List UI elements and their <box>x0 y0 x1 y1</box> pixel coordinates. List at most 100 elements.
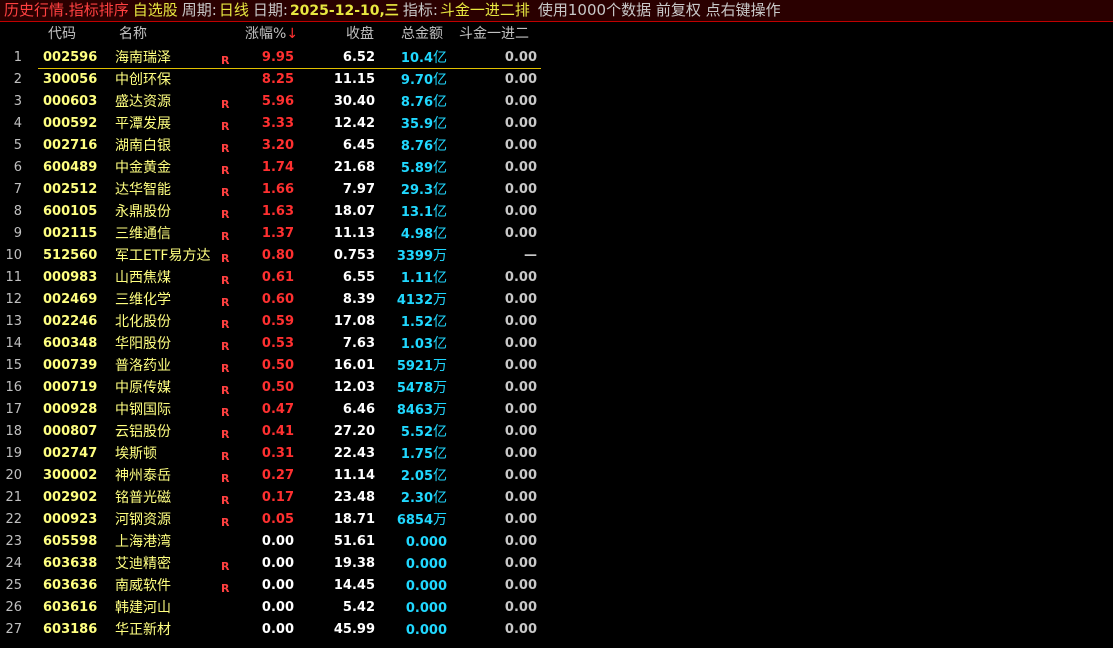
row-index: 25 <box>5 578 22 593</box>
table-row[interactable]: 22 000923 河钢资源 R 0.05 18.71 6854万 0.00 <box>0 509 545 531</box>
change-pct: 0.00 <box>261 622 294 637</box>
financing-marker: R <box>221 120 230 133</box>
table-row[interactable]: 17 000928 中钢国际 R 0.47 6.46 8463万 0.00 <box>0 399 545 421</box>
financing-marker: R <box>221 54 230 67</box>
col-header-name[interactable]: 名称 <box>119 26 147 42</box>
stock-name: 南威软件 <box>115 578 171 594</box>
total-amount: 0.000 <box>406 553 447 576</box>
total-amount: 2.30亿 <box>401 487 447 510</box>
table-row[interactable]: 8 600105 永鼎股份 R 1.63 18.07 13.1亿 0.00 <box>0 201 545 223</box>
indicator-value: 0.00 <box>504 622 537 637</box>
stock-name: 神州泰岳 <box>115 468 171 484</box>
row-index: 8 <box>13 204 22 219</box>
table-row[interactable]: 23 605598 上海港湾 0.00 51.61 0.000 0.00 <box>0 531 545 553</box>
amount-value: 5478 <box>396 381 433 396</box>
total-amount: 5.52亿 <box>401 421 447 444</box>
change-pct: 0.61 <box>261 270 294 285</box>
stock-code: 002596 <box>43 50 98 65</box>
indicator-value: 0.00 <box>504 182 537 197</box>
table-row[interactable]: 24 603638 艾迪精密 R 0.00 19.38 0.000 0.00 <box>0 553 545 575</box>
table-row[interactable]: 25 603636 南威软件 R 0.00 14.45 0.000 0.00 <box>0 575 545 597</box>
row-index: 26 <box>5 600 22 615</box>
table-row[interactable]: 26 603616 韩建河山 0.00 5.42 0.000 0.00 <box>0 597 545 619</box>
col-header-amount[interactable]: 总金额 <box>401 26 443 42</box>
amount-value: 5.89 <box>400 161 433 176</box>
close-price: 11.13 <box>333 226 375 241</box>
stock-code: 000603 <box>43 94 98 109</box>
stock-code: 603616 <box>43 600 98 615</box>
table-row[interactable]: 7 002512 达华智能 R 1.66 7.97 29.3亿 0.00 <box>0 179 545 201</box>
financing-marker: R <box>221 450 230 463</box>
indicator-value: 0.00 <box>504 490 537 505</box>
close-price: 21.68 <box>333 160 375 175</box>
col-header-change[interactable]: 涨幅%↓ <box>245 24 298 44</box>
mode-title: 历史行情.指标排序 <box>4 1 129 19</box>
table-row[interactable]: 3 000603 盛达资源 R 5.96 30.40 8.76亿 0.00 <box>0 91 545 113</box>
table-row[interactable]: 18 000807 云铝股份 R 0.41 27.20 5.52亿 0.00 <box>0 421 545 443</box>
table-row[interactable]: 4 000592 平潭发展 R 3.33 12.42 35.9亿 0.00 <box>0 113 545 135</box>
row-index: 7 <box>13 182 22 197</box>
amount-unit: 万 <box>433 402 447 418</box>
period-value[interactable]: 日线 <box>218 1 249 19</box>
financing-marker: R <box>221 142 230 155</box>
table-row[interactable]: 1 002596 海南瑞泽 R 9.95 6.52 10.4亿 0.00 <box>0 47 545 69</box>
close-price: 19.38 <box>333 556 375 571</box>
table-row[interactable]: 2 300056 中创环保 8.25 11.15 9.70亿 0.00 <box>0 69 545 91</box>
info-text: 使用1000个数据 前复权 点右键操作 <box>537 1 781 19</box>
amount-unit: 万 <box>433 358 447 374</box>
total-amount: 0.000 <box>406 597 447 620</box>
stock-code: 000739 <box>43 358 98 373</box>
close-price: 8.39 <box>342 292 375 307</box>
date-value[interactable]: 2025-12-10,三 <box>289 3 399 19</box>
close-price: 5.42 <box>342 600 375 615</box>
table-row[interactable]: 10 512560 军工ETF易方达 R 0.80 0.753 3399万 — <box>0 245 545 267</box>
amount-unit: 万 <box>433 292 447 308</box>
table-row[interactable]: 5 002716 湖南白银 R 3.20 6.45 8.76亿 0.00 <box>0 135 545 157</box>
indicator-value: 0.00 <box>504 556 537 571</box>
table-row[interactable]: 21 002902 铭普光磁 R 0.17 23.48 2.30亿 0.00 <box>0 487 545 509</box>
row-index: 2 <box>13 72 22 87</box>
table-row[interactable]: 20 300002 神州泰岳 R 0.27 11.14 2.05亿 0.00 <box>0 465 545 487</box>
indicator-value: 0.00 <box>504 50 537 65</box>
stock-code: 002512 <box>43 182 98 197</box>
table-row[interactable]: 14 600348 华阳股份 R 0.53 7.63 1.03亿 0.00 <box>0 333 545 355</box>
total-amount: 0.000 <box>406 619 447 642</box>
stock-name: 达华智能 <box>115 182 171 198</box>
table-row[interactable]: 19 002747 埃斯顿 R 0.31 22.43 1.75亿 0.00 <box>0 443 545 465</box>
stock-code: 000807 <box>43 424 98 439</box>
period-label: 周期: <box>181 1 217 19</box>
date-label: 日期: <box>252 1 288 19</box>
col-header-close[interactable]: 收盘 <box>346 26 374 42</box>
table-row[interactable]: 13 002246 北化股份 R 0.59 17.08 1.52亿 0.00 <box>0 311 545 333</box>
indicator-value: 0.00 <box>504 380 537 395</box>
amount-value: 10.4 <box>400 51 433 66</box>
total-amount: 0.000 <box>406 575 447 598</box>
table-row[interactable]: 12 002469 三维化学 R 0.60 8.39 4132万 0.00 <box>0 289 545 311</box>
amount-unit: 万 <box>433 380 447 396</box>
amount-value: 0.000 <box>405 579 447 594</box>
amount-value: 2.30 <box>400 491 433 506</box>
row-index: 4 <box>13 116 22 131</box>
table-row[interactable]: 11 000983 山西焦煤 R 0.61 6.55 1.11亿 0.00 <box>0 267 545 289</box>
stock-name: 埃斯顿 <box>115 446 157 462</box>
total-amount: 10.4亿 <box>401 47 447 70</box>
change-pct: 0.05 <box>261 512 294 527</box>
row-index: 14 <box>5 336 22 351</box>
selected-row-underline <box>38 68 541 69</box>
total-amount: 1.52亿 <box>401 311 447 334</box>
table-row[interactable]: 6 600489 中金黄金 R 1.74 21.68 5.89亿 0.00 <box>0 157 545 179</box>
table-row[interactable]: 9 002115 三维通信 R 1.37 11.13 4.98亿 0.00 <box>0 223 545 245</box>
stock-code: 002747 <box>43 446 98 461</box>
indicator-value[interactable]: 斗金一进二排 <box>439 1 530 19</box>
row-index: 3 <box>13 94 22 109</box>
total-amount: 4132万 <box>397 289 447 312</box>
col-header-indicator[interactable]: 斗金一进二 <box>459 26 529 42</box>
table-row[interactable]: 27 603186 华正新材 0.00 45.99 0.000 0.00 <box>0 619 545 641</box>
block-name[interactable]: 自选股 <box>132 1 178 19</box>
financing-marker: R <box>221 230 230 243</box>
sort-desc-icon: ↓ <box>286 26 299 42</box>
table-row[interactable]: 16 000719 中原传媒 R 0.50 12.03 5478万 0.00 <box>0 377 545 399</box>
table-row[interactable]: 15 000739 普洛药业 R 0.50 16.01 5921万 0.00 <box>0 355 545 377</box>
close-price: 14.45 <box>333 578 375 593</box>
col-header-code[interactable]: 代码 <box>48 26 76 42</box>
